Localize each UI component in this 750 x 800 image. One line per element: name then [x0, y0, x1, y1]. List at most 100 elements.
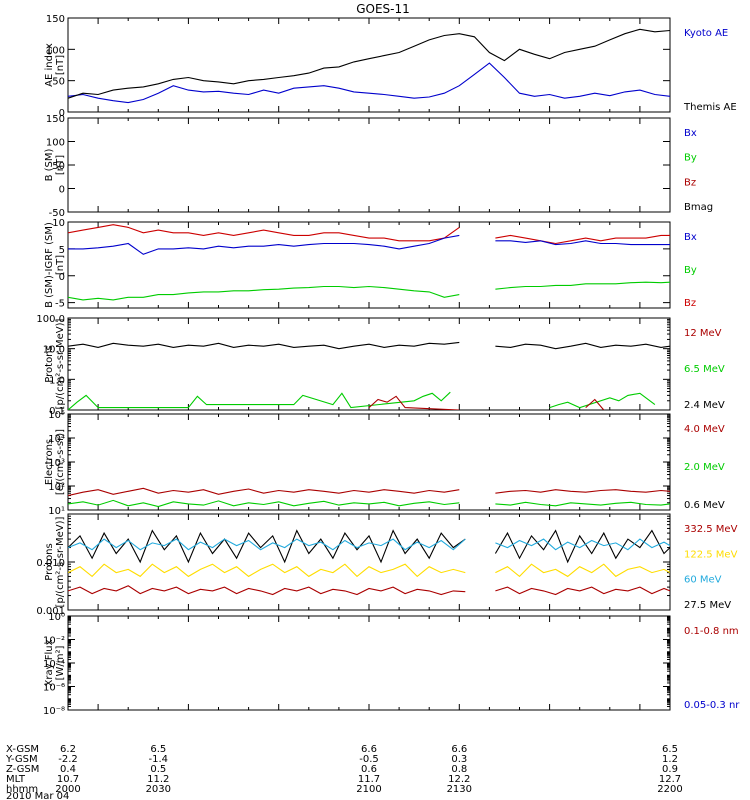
y-tick-label: 10.0: [43, 345, 65, 356]
y-tick-label: 10: [52, 218, 65, 229]
y-axis-label: B (SM): [44, 148, 55, 181]
series-line-27-5-mev: [68, 529, 466, 564]
legend-entry: 6.5 MeV: [684, 364, 725, 375]
legend-entry: 60 MeV: [684, 575, 722, 586]
x-tick-value: -1.4: [149, 754, 169, 765]
x-row-label: hhmm: [6, 784, 38, 795]
x-tick-value: 0.9: [662, 764, 678, 775]
y-axis-unit: [W/m²]: [55, 645, 66, 680]
series-line-6-5-mev: [68, 391, 451, 410]
series-line-332-5-mev: [68, 585, 466, 596]
y-tick-label: 1.0: [49, 375, 65, 386]
legend-entry: 2.4 MeV: [684, 400, 725, 411]
series-line-bz: [68, 224, 460, 242]
legend-entry: 0.05-0.3 nr: [684, 700, 740, 711]
panel-frame: [67, 615, 671, 711]
series-line-2-0-mev: [68, 499, 460, 508]
legend-entry: Bx: [684, 128, 697, 139]
series-line-bx: [68, 234, 460, 255]
y-tick-label: 0.001: [36, 606, 65, 617]
legend-entry: 122.5 MeV: [684, 549, 738, 560]
y-axis-label: Electrons: [44, 439, 55, 485]
legend-entry: Bx: [684, 232, 697, 243]
x-tick-value: -2.2: [58, 754, 78, 765]
y-tick-label: 0: [59, 108, 65, 119]
series-line-bz: [495, 234, 670, 245]
date-label: 2010 Mar 04: [6, 791, 69, 800]
panel-frame: [67, 17, 671, 113]
y-tick-label: 100.0: [36, 314, 65, 325]
series-group: [68, 224, 670, 301]
y-tick-label: 10⁻⁶: [43, 683, 65, 694]
x-tick-value: 12.2: [448, 774, 470, 785]
legend-entry: 12 MeV: [684, 328, 722, 339]
y-tick-label: 10⁰: [48, 612, 65, 623]
y-tick-label: 150: [46, 14, 65, 25]
y-tick-label: 10¹: [48, 506, 65, 517]
y-tick-label: 10⁴: [48, 434, 65, 445]
x-row-label: Z-GSM: [6, 764, 39, 775]
panel-4: 0.1 1.0 10.0 100.0 Protons [p/(cm²-s-sr-MeV)]…: [36, 314, 725, 417]
y-tick-label: 10⁻⁴: [43, 659, 65, 670]
y-tick-label: 5: [59, 245, 65, 256]
x-tick-value: 12.7: [659, 774, 681, 785]
x-tick-value: 0.3: [451, 754, 467, 765]
x-tick-value: 0.8: [451, 764, 467, 775]
y-tick-label: 0.1: [49, 406, 65, 417]
panel-2: -50 0 50 100 150 B (SM) [nT] Bx By Bz Bmag: [44, 114, 713, 219]
series-line-2-0-mev: [495, 501, 670, 507]
legend-entry: 27.5 MeV: [684, 600, 731, 611]
series-line-4-0-mev: [495, 489, 670, 494]
y-tick-label: -50: [49, 208, 65, 219]
x-tick-value: 2100: [356, 784, 381, 795]
y-tick-label: 10³: [48, 458, 65, 469]
series-line-12-mev: [585, 398, 605, 410]
panel-7: 10⁻⁸ 10⁻⁶ 10⁻⁴ 10⁻² 10⁰ Xray Flux [W/m²] 0.1-0.…: [43, 612, 740, 717]
series-line-2-4-mev: [495, 342, 670, 350]
y-axis-unit: [nT]: [55, 255, 66, 275]
panel-3: -5 0 5 10B (SM)-IGRF (SM) [nT] Bx By Bz: [44, 218, 697, 310]
y-axis-unit: [nT]: [55, 55, 66, 75]
panel-frame: [67, 117, 671, 213]
y-tick-label: 0: [59, 185, 65, 196]
y-axis-label: AE index: [44, 43, 55, 87]
x-tick-value: 10.7: [57, 774, 79, 785]
legend-entry: By: [684, 265, 697, 276]
x-tick-value: 6.5: [662, 744, 678, 755]
series-line-4-0-mev: [68, 487, 460, 497]
x-tick-value: 11.2: [147, 774, 169, 785]
series-line-27-5-mev: [494, 529, 670, 564]
x-tick-value: 2130: [447, 784, 472, 795]
x-row-label: X-GSM: [6, 744, 39, 755]
series-line-122-5-mev: [495, 563, 670, 578]
series-group: [68, 487, 670, 508]
series-line-by: [495, 281, 670, 290]
legend-entry: 332.5 MeV: [684, 524, 738, 535]
y-axis-label: Xray Flux: [44, 639, 55, 686]
legend-entry: Bz: [684, 298, 696, 309]
x-tick-value: 2030: [146, 784, 171, 795]
x-tick-value: 0.4: [60, 764, 76, 775]
series-line-60-mev: [68, 538, 466, 551]
y-tick-label: 150: [46, 114, 65, 125]
y-tick-label: 10⁻⁸: [43, 706, 65, 717]
legend-entry: 2.0 MeV: [684, 462, 725, 473]
x-row-label: MLT: [6, 774, 26, 785]
x-tick-value: -0.5: [359, 754, 379, 765]
y-tick-label: 10⁻²: [43, 636, 65, 647]
x-tick-value: 6.6: [451, 744, 467, 755]
plot-title: GOES-11: [356, 2, 410, 16]
y-axis-label: Protons: [44, 345, 55, 382]
series-line-12-mev: [368, 395, 460, 410]
y-tick-label: 0: [59, 272, 65, 283]
y-axis-unit: [p/(cm²-s-sr-MeV)]: [55, 318, 66, 409]
y-tick-label: 50: [52, 77, 65, 88]
series-group: [68, 529, 670, 596]
panel-frame: [67, 513, 671, 611]
y-axis-label: B (SM)-IGRF (SM): [44, 222, 55, 308]
series-group: [68, 28, 670, 104]
x-tick-value: 2200: [657, 784, 682, 795]
x-tick-value: 0.6: [361, 764, 377, 775]
